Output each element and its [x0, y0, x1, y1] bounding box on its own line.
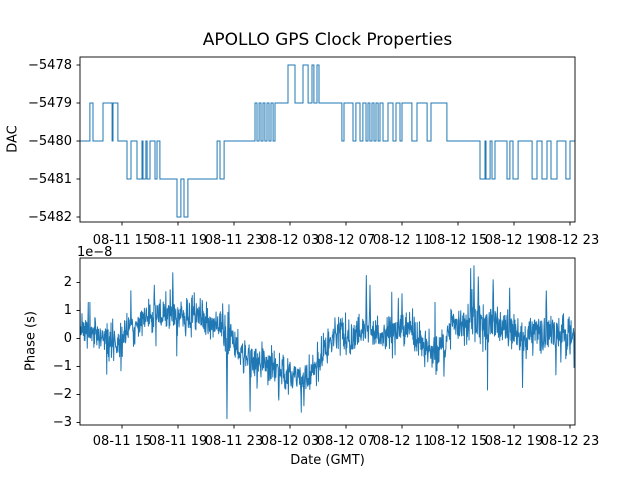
phase-line-series — [80, 265, 575, 420]
y-tick-label: −5481 — [28, 171, 72, 187]
x-tick-label: 08-12 07 — [316, 434, 376, 449]
y-tick-label: 0 — [63, 331, 72, 346]
x-tick-label: 08-12 03 — [260, 233, 320, 248]
x-tick-label: 08-12 03 — [260, 434, 320, 449]
x-tick-label: 08-12 15 — [428, 434, 488, 449]
x-tick-label: 08-12 11 — [372, 233, 432, 248]
x-tick-label: 08-12 23 — [540, 434, 600, 449]
dac-axes-frame — [79, 56, 576, 223]
y-tick-label: 1 — [63, 303, 72, 318]
y-tick-label: −3 — [52, 415, 72, 430]
x-tick-label: 08-12 15 — [428, 233, 488, 248]
x-tick-label: 08-11 19 — [148, 233, 208, 248]
y-tick-label: −5482 — [28, 209, 72, 225]
x-tick-label: 08-11 15 — [92, 233, 152, 248]
x-tick-label: 08-12 19 — [484, 233, 544, 248]
phase-axes-frame — [79, 257, 576, 426]
phase-y-offset-label: 1e−8 — [77, 245, 113, 260]
y-tick-label: −2 — [52, 387, 72, 402]
y-tick-label: −5479 — [28, 95, 72, 111]
x-tick-label: 08-11 23 — [204, 434, 264, 449]
x-tick-label: 08-12 19 — [484, 434, 544, 449]
x-tick-label: 08-11 19 — [148, 434, 208, 449]
x-axis-label: Date (GMT) — [290, 453, 365, 468]
x-tick-label: 08-11 23 — [204, 233, 264, 248]
x-tick-label: 08-12 23 — [540, 233, 600, 248]
y-tick-label: −1 — [52, 359, 72, 374]
x-tick-label: 08-11 15 — [92, 434, 152, 449]
figure-title: APOLLO GPS Clock Properties — [202, 30, 453, 50]
x-tick-label: 08-12 07 — [316, 233, 376, 248]
y-tick-label: −5480 — [28, 133, 72, 149]
x-tick-label: 08-12 11 — [372, 434, 432, 449]
dac-line-series — [80, 64, 575, 218]
y-tick-label: −5478 — [28, 57, 72, 73]
y-tick-label: 2 — [63, 275, 72, 290]
